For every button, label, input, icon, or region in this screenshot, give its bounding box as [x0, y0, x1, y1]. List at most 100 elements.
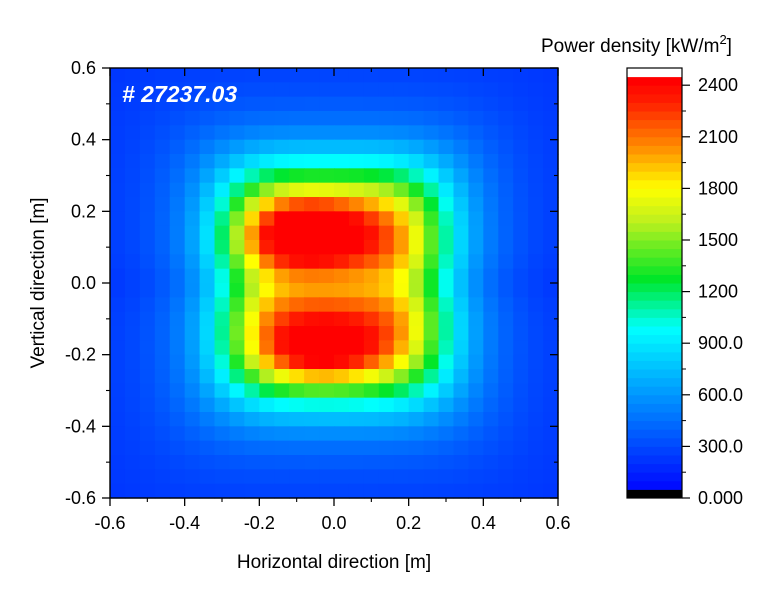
heatmap-cell [334, 455, 350, 470]
heatmap-cell [139, 340, 156, 356]
heatmap-cell [468, 340, 484, 356]
heatmap-cell [199, 125, 216, 141]
heatmap-cell [483, 254, 499, 270]
heatmap-cell [110, 455, 126, 470]
colorbar-band [627, 343, 682, 353]
heatmap-cell [244, 340, 260, 356]
heatmap-cell [528, 283, 544, 298]
heatmap-cell [184, 211, 201, 227]
heatmap-cell [169, 82, 186, 98]
heatmap-cell [214, 82, 231, 98]
heatmap-cell [319, 197, 335, 212]
heatmap-cell [334, 211, 350, 227]
heatmap-cell [184, 225, 201, 241]
heatmap-cell [468, 369, 484, 384]
heatmap-cell [169, 268, 186, 284]
heatmap-cell [229, 111, 245, 126]
heatmap-cell [423, 412, 440, 427]
heatmap-cell [154, 268, 171, 284]
heatmap-cell [378, 197, 395, 212]
heatmap-cell [543, 154, 559, 169]
heatmap-cell [274, 483, 290, 499]
heatmap-cell [363, 369, 380, 384]
heatmap-cell [408, 82, 425, 98]
heatmap-cell [184, 412, 201, 427]
heatmap-cell [214, 154, 231, 169]
heatmap-cell [154, 326, 171, 341]
heatmap-cell [154, 369, 171, 384]
heatmap-cell [438, 326, 455, 341]
heatmap-cell [259, 311, 275, 327]
heatmap-cell [498, 125, 514, 141]
heatmap-cell [229, 154, 245, 169]
heatmap-cell [139, 268, 156, 284]
heatmap-cell [319, 182, 335, 198]
heatmap-cell [423, 297, 440, 313]
heatmap-cell [438, 139, 455, 155]
heatmap-cell [124, 397, 141, 413]
heatmap-cell [214, 297, 231, 313]
heatmap-cell [229, 354, 245, 370]
heatmap-cell [139, 383, 156, 399]
heatmap-cell [468, 225, 484, 241]
heatmap-cell [274, 311, 290, 327]
heatmap-cell [199, 483, 216, 499]
heatmap-cell [154, 68, 171, 83]
heatmap-cell [453, 125, 469, 141]
heatmap-cell [154, 311, 171, 327]
heatmap-cell [199, 182, 216, 198]
heatmap-cell [483, 326, 499, 341]
heatmap-cell [393, 154, 410, 169]
heatmap-cell [244, 268, 260, 284]
heatmap-cell [124, 469, 141, 485]
heatmap-cell [199, 82, 216, 98]
heatmap-cell [169, 469, 186, 485]
heatmap-cell [139, 455, 156, 470]
heatmap-cell [363, 412, 380, 427]
heatmap-cell [274, 268, 290, 284]
heatmap-cell [289, 326, 305, 341]
heatmap-cell [244, 483, 260, 499]
colorbar-band [627, 472, 682, 482]
colorbar-band [627, 360, 682, 370]
heatmap-cell [408, 254, 425, 270]
heatmap-cell [453, 82, 469, 98]
heatmap-cell [139, 311, 156, 327]
heatmap-cell [498, 197, 514, 212]
heatmap-cell [378, 397, 395, 413]
heatmap-cell [453, 483, 469, 499]
heatmap-cell [319, 340, 335, 356]
heatmap-cell [184, 268, 201, 284]
heatmap-cell [528, 154, 544, 169]
heatmap-cell [528, 311, 544, 327]
heatmap-cell [110, 469, 126, 485]
heatmap-cell [348, 369, 365, 384]
heatmap-cell [453, 426, 469, 442]
heatmap-cell [543, 225, 559, 241]
heatmap-cell [124, 254, 141, 270]
heatmap-cell [199, 168, 216, 184]
heatmap-cell [244, 354, 260, 370]
heatmap-cell [199, 268, 216, 284]
heatmap-cell [408, 111, 425, 126]
colorbar-band [627, 369, 682, 379]
heatmap-cell [513, 211, 529, 227]
heatmap-cell [543, 340, 559, 356]
heatmap-cell [154, 254, 171, 270]
heatmap-cell [543, 369, 559, 384]
heatmap-cell [498, 297, 514, 313]
heatmap-cell [468, 326, 484, 341]
heatmap-cell [363, 440, 380, 456]
heatmap-cell [498, 254, 514, 270]
heatmap-cell [259, 225, 275, 241]
heatmap-cell [348, 111, 365, 126]
heatmap-cell [348, 225, 365, 241]
heatmap-cell [334, 111, 350, 126]
heatmap-cell [453, 211, 469, 227]
heatmap-cell [214, 311, 231, 327]
heatmap-cell [274, 297, 290, 313]
heatmap-cell [543, 182, 559, 198]
heatmap-cell [483, 168, 499, 184]
colorbar-band [627, 334, 682, 344]
shot-annotation: # 27237.03 [122, 81, 237, 107]
